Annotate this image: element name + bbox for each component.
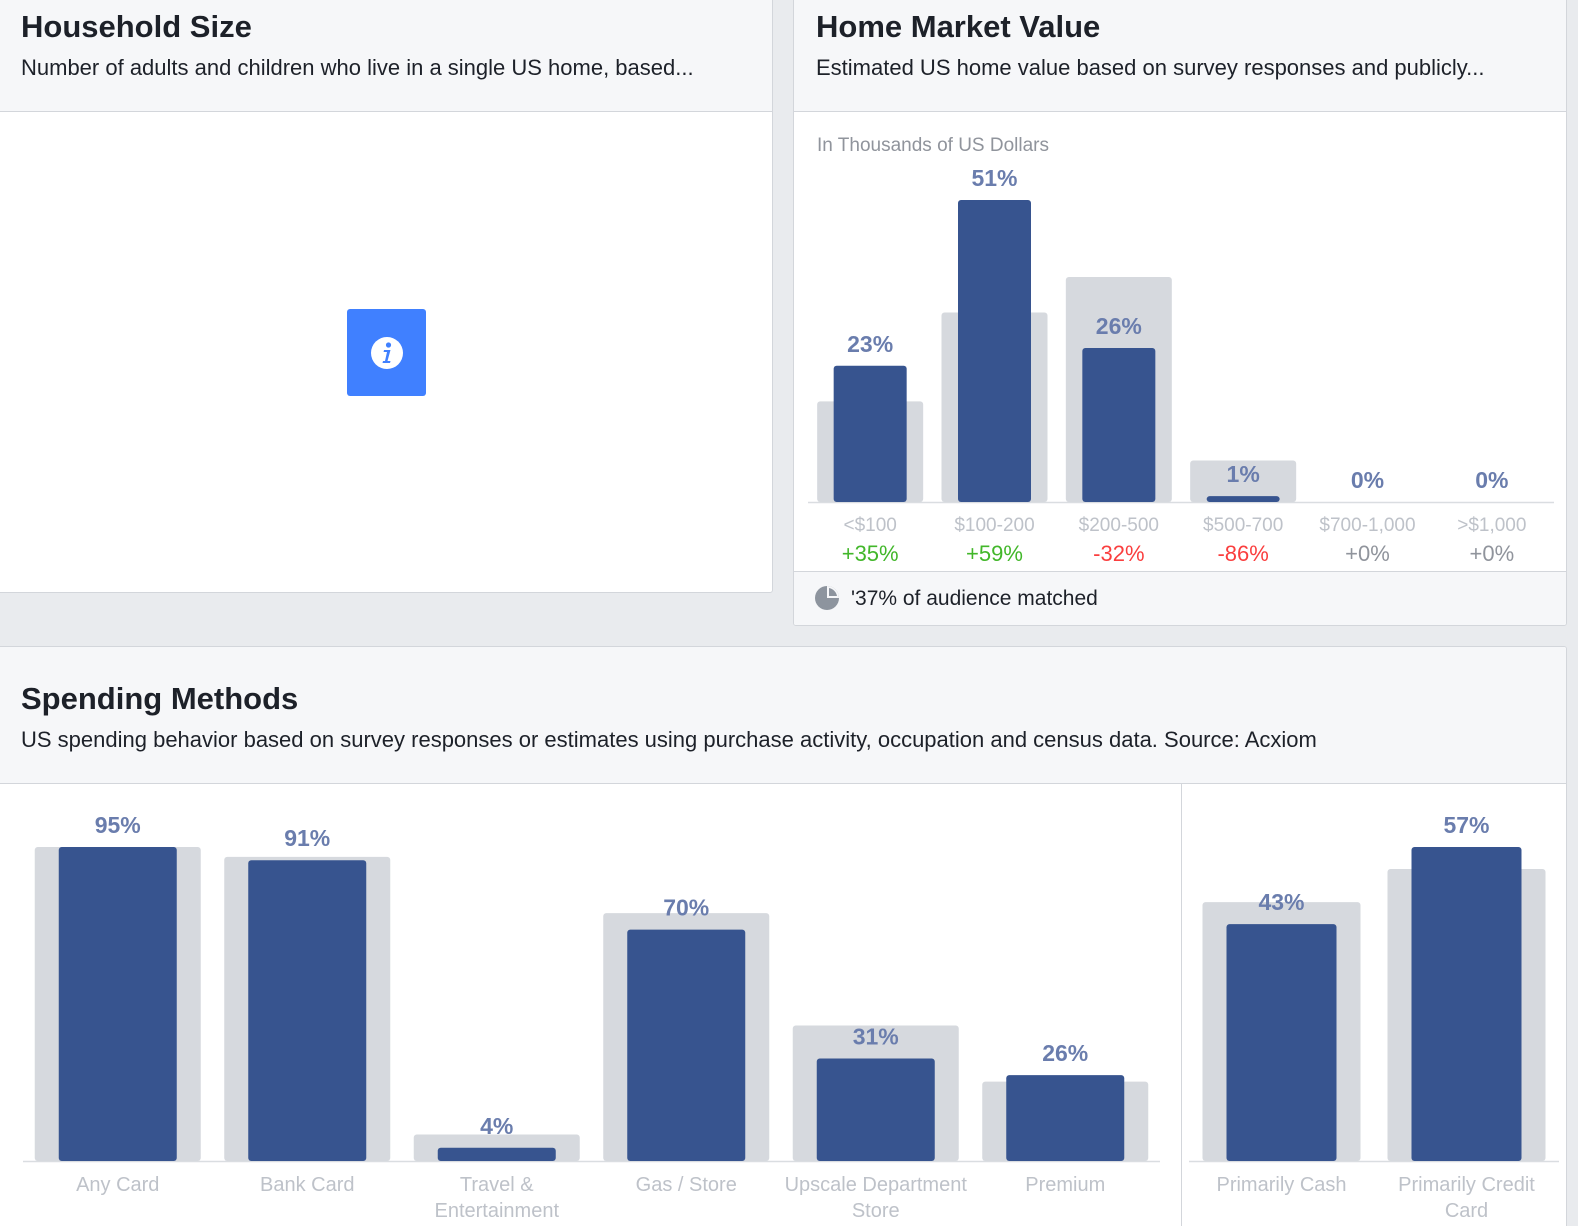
audience-bar	[248, 860, 367, 1161]
spending-methods-header: Spending Methods US spending behavior ba…	[0, 647, 1566, 784]
audience-bar	[1082, 348, 1156, 502]
audience-bar	[1006, 1075, 1125, 1161]
value-label: 26%	[1042, 1040, 1088, 1066]
audience-bar	[833, 365, 907, 502]
category-label: $500-700	[1203, 515, 1283, 536]
audience-bar	[816, 1058, 935, 1161]
value-label: 26%	[1096, 313, 1142, 339]
category-label: Travel & Entertainment	[434, 1174, 559, 1222]
category-label: Primarily Credit Card	[1398, 1174, 1535, 1222]
comparison-label: +35%	[842, 541, 899, 566]
audience-matched-text: '37% of audience matched	[851, 587, 1098, 610]
category-label: <$100	[843, 515, 896, 536]
household-size-card: Household Size Number of adults and chil…	[0, 0, 773, 593]
spending-methods-title: Spending Methods	[21, 681, 299, 716]
household-size-header: Household Size Number of adults and chil…	[0, 0, 772, 112]
audience-bar	[437, 1147, 556, 1161]
audience-bar	[1226, 924, 1337, 1161]
value-label: 43%	[1258, 889, 1304, 915]
home-market-value-title: Home Market Value	[816, 9, 1101, 44]
home-market-value-card: Home Market Value Estimated US home valu…	[793, 0, 1567, 626]
home-market-value-header: Home Market Value Estimated US home valu…	[794, 0, 1566, 112]
category-label: Primarily Cash	[1216, 1174, 1346, 1196]
comparison-label: -86%	[1217, 541, 1268, 566]
audience-bar	[1411, 847, 1522, 1161]
category-label: Premium	[1025, 1174, 1105, 1196]
home-market-value-chart: 23% <$100 +35% 51% $100-200 +59% 26% $200-500 -3…	[808, 165, 1554, 566]
category-label: Bank Card	[260, 1174, 355, 1196]
comparison-label: +59%	[966, 541, 1023, 566]
value-label: 31%	[853, 1024, 899, 1050]
category-label: $200-500	[1079, 515, 1159, 536]
value-label: 23%	[847, 331, 893, 357]
spending-methods-chart: 95% Any Card 91% Bank Card 4% Travel & Enterta…	[23, 812, 1559, 1222]
home-value-unit-note: In Thousands of US Dollars	[817, 135, 1049, 156]
spending-divider	[1181, 784, 1182, 1226]
value-label: 0%	[1475, 467, 1508, 493]
category-label: $700-1,000	[1319, 515, 1415, 536]
value-label: 51%	[971, 165, 1017, 191]
category-label: Any Card	[76, 1174, 159, 1196]
value-label: 0%	[1351, 467, 1384, 493]
audience-bar	[958, 200, 1031, 502]
household-size-description: Number of adults and children who live i…	[21, 55, 694, 80]
audience-bar	[627, 929, 746, 1161]
value-label: 1%	[1227, 461, 1260, 487]
value-label: 57%	[1443, 812, 1489, 838]
comparison-label: -32%	[1093, 541, 1144, 566]
category-label: Upscale Department Store	[785, 1174, 968, 1222]
info-button[interactable]	[347, 309, 426, 396]
spending-methods-card: Spending Methods US spending behavior ba…	[0, 646, 1567, 1226]
benchmark-bar	[1190, 460, 1297, 502]
value-label: 95%	[95, 812, 141, 838]
home-value-footer: '37% of audience matched	[794, 571, 1566, 625]
pie-chart-icon	[815, 586, 839, 610]
info-icon	[370, 336, 403, 369]
category-label: $100-200	[954, 515, 1034, 536]
audience-bar	[1206, 496, 1280, 502]
comparison-label: +0%	[1470, 541, 1515, 566]
household-size-title: Household Size	[21, 9, 252, 44]
category-label: >$1,000	[1457, 515, 1526, 536]
comparison-label: +0%	[1345, 541, 1390, 566]
value-label: 70%	[663, 895, 709, 921]
category-label: Gas / Store	[636, 1174, 737, 1196]
value-label: 91%	[284, 825, 330, 851]
audience-bar	[58, 847, 177, 1161]
value-label: 4%	[480, 1113, 513, 1139]
